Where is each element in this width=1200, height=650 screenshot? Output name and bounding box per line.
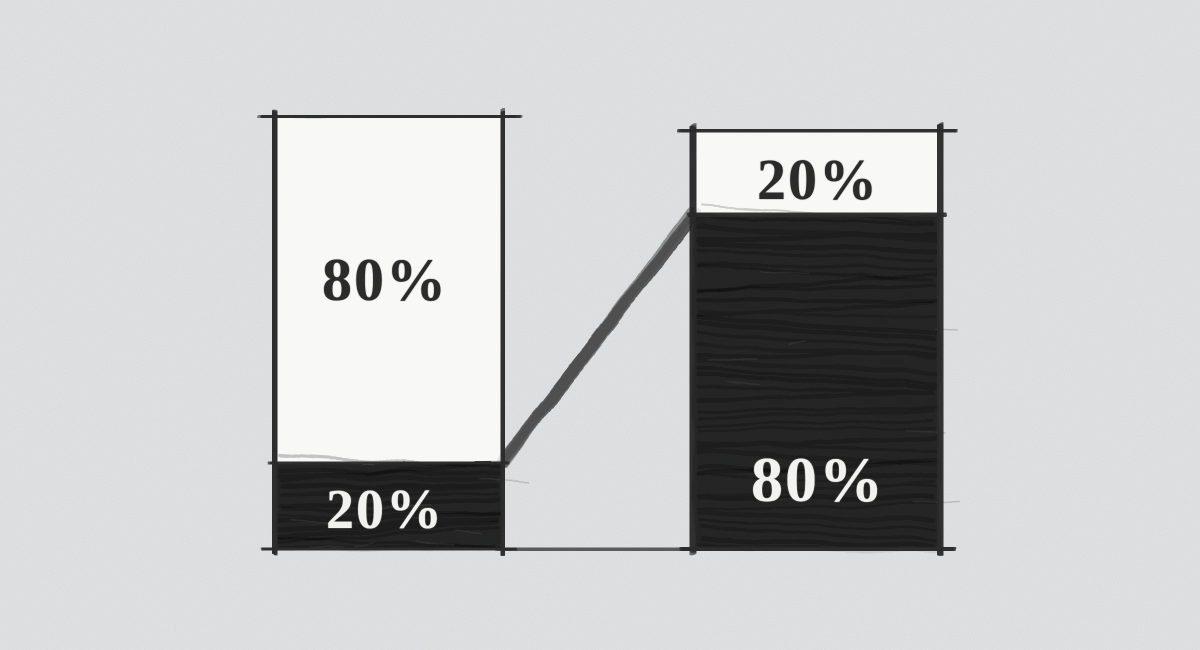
pareto-diagram: 80% 20% 20% 80%: [0, 0, 1200, 650]
left-bottom-label: 20%: [326, 482, 444, 538]
right-bottom-label: 80%: [751, 448, 885, 512]
left-top-label: 80%: [322, 250, 448, 310]
right-top-label: 20%: [757, 151, 879, 209]
chart-svg: [0, 0, 1200, 650]
